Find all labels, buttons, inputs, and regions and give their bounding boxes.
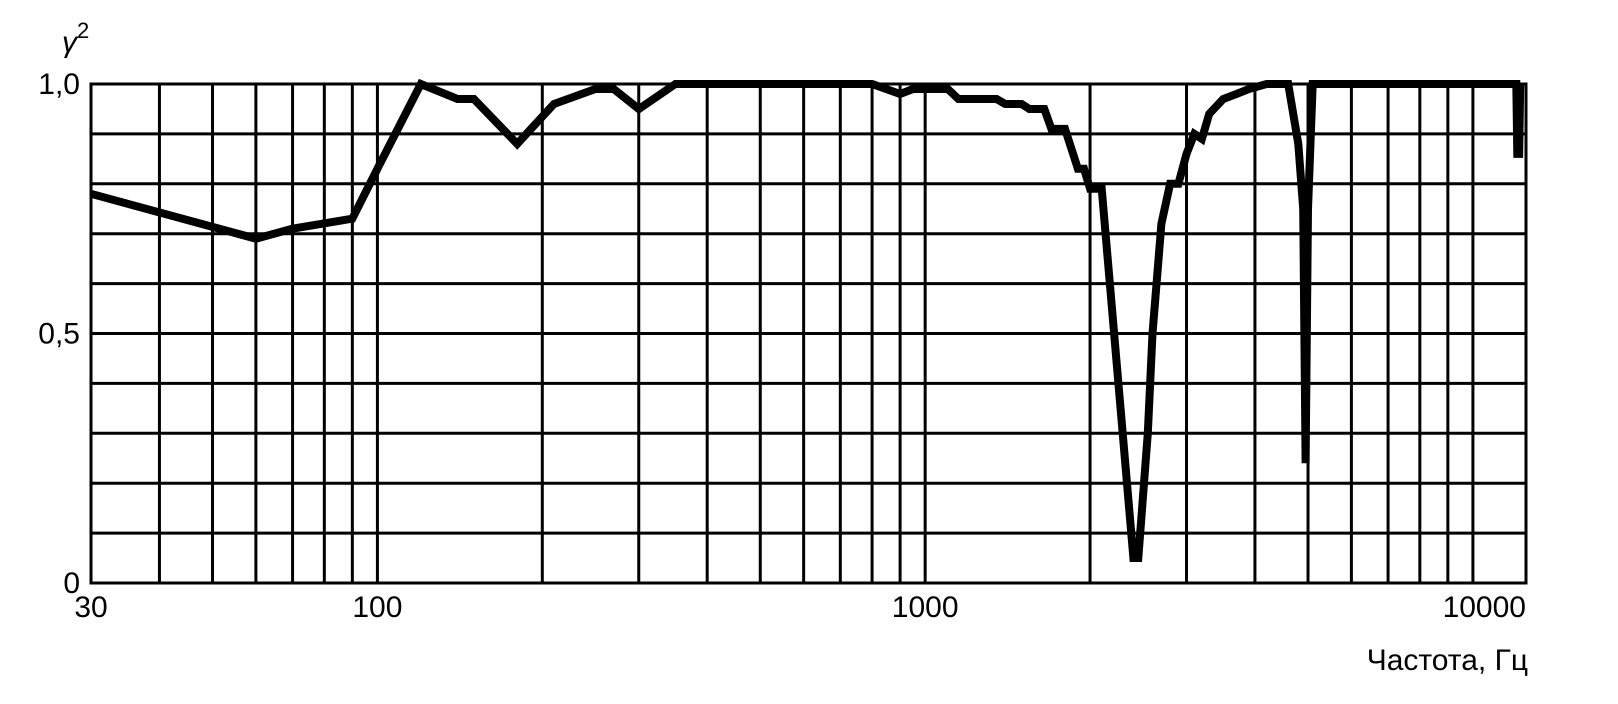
x-tick-label: 100	[352, 591, 402, 624]
y-gridlines	[91, 132, 1526, 535]
x-tick-labels: 30 100 1000 10000	[74, 591, 1526, 624]
y-axis-title: γ2	[62, 18, 89, 59]
y-tick-labels: 0 0,5 1,0	[38, 68, 80, 600]
x-tick-label: 1000	[892, 591, 959, 624]
y-axis-title-superscript: 2	[77, 18, 89, 43]
y-tick-label: 1,0	[38, 68, 80, 101]
y-tick-label: 0,5	[38, 318, 80, 351]
series-line-coherence	[89, 78, 1525, 562]
x-tick-label: 10000	[1443, 591, 1526, 624]
x-tick-label: 30	[74, 591, 107, 624]
y-tick-label: 0	[63, 567, 80, 600]
x-axis-title: Частота, Гц	[1367, 644, 1528, 677]
